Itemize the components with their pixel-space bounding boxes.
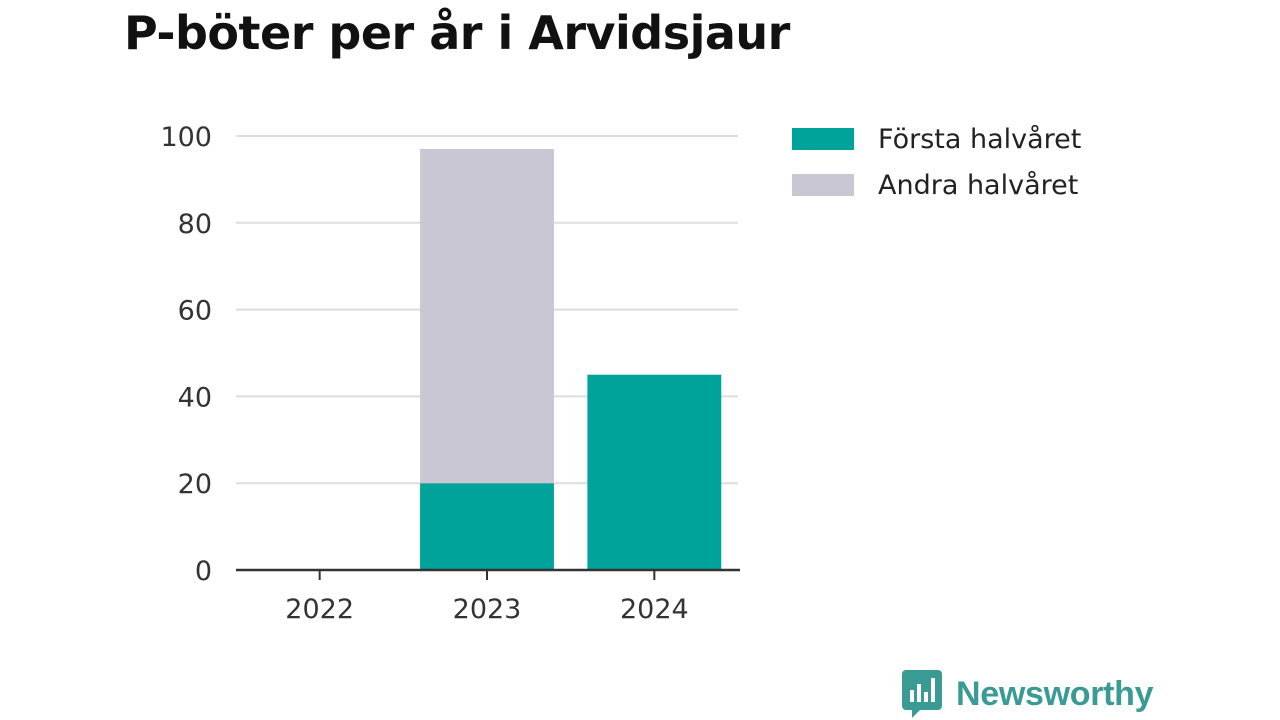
- bar-2024-first-half: [587, 374, 722, 570]
- y-tick-label: 20: [178, 469, 212, 500]
- y-tick-label: 60: [178, 296, 212, 327]
- legend-item-second-half: Andra halvåret: [792, 162, 1081, 208]
- legend-item-first-half: Första halvåret: [792, 116, 1081, 162]
- x-tick-label: 2023: [453, 594, 522, 625]
- y-tick-label: 0: [195, 556, 212, 587]
- newsworthy-logo-icon: [902, 670, 942, 718]
- bar-2023-first-half: [420, 483, 554, 570]
- legend-label-second-half: Andra halvåret: [878, 169, 1079, 201]
- newsworthy-logo: Newsworthy: [902, 670, 1154, 718]
- brand-name: Newsworthy: [956, 674, 1154, 713]
- bar-2023-second-half: [420, 149, 554, 484]
- x-tick-label: 2022: [285, 594, 354, 625]
- y-tick-label: 100: [160, 122, 212, 153]
- legend-swatch-first-half: [792, 128, 854, 150]
- y-tick-label: 40: [178, 382, 212, 413]
- x-tick-label: 2024: [620, 594, 689, 625]
- legend-swatch-second-half: [792, 174, 854, 196]
- bars: [420, 149, 722, 570]
- legend-label-first-half: Första halvåret: [878, 123, 1082, 155]
- legend: Första halvåret Andra halvåret: [792, 116, 1081, 208]
- y-tick-label: 80: [178, 209, 212, 240]
- y-axis: 0 20 40 60 80 100: [160, 122, 212, 587]
- chart-title: P-böter per år i Arvidsjaur: [124, 6, 790, 60]
- x-axis: 2022 2023 2024: [236, 568, 740, 625]
